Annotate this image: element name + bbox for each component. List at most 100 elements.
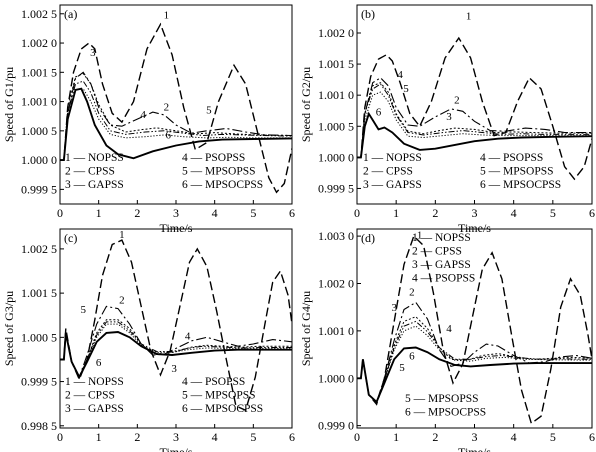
series-line-mpsocpss <box>357 111 592 159</box>
x-axis-label: Time/s <box>458 445 491 452</box>
y-tick-label: 1.002 0 <box>21 36 57 50</box>
y-axis-label: Speed of G3/pu <box>2 291 16 366</box>
curve-number-label: 3 <box>391 302 397 314</box>
legend-entry: 6 — MPSOCPSS <box>405 407 486 419</box>
y-tick-label: 1.001 0 <box>318 88 354 102</box>
y-tick-label: 0.998 5 <box>21 419 57 433</box>
legend-entry: 5 — MPSOPSS <box>480 166 554 178</box>
x-axis-label: Time/s <box>160 221 193 235</box>
curve-number-label: 3 <box>171 363 177 375</box>
y-tick-label: 1.003 0 <box>318 229 354 243</box>
series-line-mpsocpss <box>60 87 292 162</box>
panel-label: (a) <box>64 7 77 21</box>
curve-number-label: 1 <box>417 229 423 241</box>
x-tick-label: 2 <box>432 430 438 444</box>
legend-entry: 1 — NOPSS <box>363 152 422 164</box>
x-tick-label: 1 <box>393 206 399 220</box>
curve-number-label: 4 <box>140 109 146 121</box>
series-line-nopss <box>60 239 292 412</box>
curve-number-label: 2 <box>409 286 415 298</box>
y-tick-label: 1.002 0 <box>318 276 354 290</box>
y-tick-label: 1.000 0 <box>318 371 354 385</box>
curve-number-label: 1 <box>119 229 125 241</box>
x-tick-label: 3 <box>472 206 478 220</box>
series-line-psopss <box>60 80 292 161</box>
curve-number-label: 6 <box>96 357 102 369</box>
panel-label: (d) <box>361 231 375 245</box>
y-tick-label: 1.002 5 <box>21 242 57 256</box>
curve-number-label: 6 <box>409 350 415 362</box>
y-tick-label: 1.000 0 <box>318 150 354 164</box>
y-tick-label: 1.001 0 <box>21 95 57 109</box>
legend-entry: 4 — PSOPSS <box>480 152 543 164</box>
curve-number-label: 4 <box>397 69 403 81</box>
x-tick-label: 3 <box>472 430 478 444</box>
y-tick-label: 0.999 0 <box>318 419 354 433</box>
legend-entry: 1 — NOPSS <box>412 232 471 244</box>
legend-entry: 1 — NOPSS <box>65 152 124 164</box>
series-line-mpsopss <box>357 325 592 403</box>
x-tick-label: 3 <box>173 206 179 220</box>
y-tick-label: 1.000 5 <box>318 119 354 133</box>
x-tick-label: 0 <box>57 206 63 220</box>
legend-entry: 4 — PSOPSS <box>412 273 475 285</box>
legend-entry: 6 — MPSOCPSS <box>480 179 561 191</box>
x-tick-label: 6 <box>289 206 295 220</box>
x-tick-label: 2 <box>134 206 140 220</box>
legend-entry: 3 — GAPSS <box>363 179 422 191</box>
legend-entry: 2 — CPSS <box>65 390 115 402</box>
x-tick-label: 4 <box>511 430 517 444</box>
y-tick-label: 1.002 0 <box>318 26 354 40</box>
legend-entry: 6 — MPSOCPSS <box>182 179 263 191</box>
series-line-cpss <box>357 77 592 158</box>
y-tick-label: 1.001 0 <box>318 324 354 338</box>
y-tick-label: 1.001 5 <box>21 286 57 300</box>
x-tick-label: 6 <box>589 430 595 444</box>
x-tick-label: 3 <box>173 430 179 444</box>
legend-entry: 4 — PSOPSS <box>182 152 245 164</box>
legend-entry: 2 — CPSS <box>363 166 413 178</box>
y-tick-label: 0.999 5 <box>318 181 354 195</box>
legend-entry: 1 — NOPSS <box>65 376 124 388</box>
series-line-gapss <box>357 82 592 158</box>
y-tick-label: 0.999 5 <box>21 182 57 196</box>
curve-number-label: 3 <box>446 111 452 123</box>
y-tick-label: 1.000 5 <box>21 330 57 344</box>
x-tick-label: 2 <box>432 206 438 220</box>
curve-number-label: 6 <box>166 129 172 141</box>
legend-entry: 5 — MPSOPSS <box>405 393 479 405</box>
x-axis-label: Time/s <box>160 445 193 452</box>
x-tick-label: 1 <box>96 430 102 444</box>
x-tick-label: 4 <box>212 430 218 444</box>
panel-a: 0 1 2 3 4 5 6 0.999 5 1.000 0 1.000 5 1.001 0 1.001… <box>2 4 295 235</box>
panel-c: 0 1 2 3 4 5 6 0.998 5 0.999 5 1.000 5 1.001 5 1.002… <box>2 228 295 452</box>
curve-number-label: 5 <box>80 304 86 316</box>
x-axis-label: Time/s <box>458 221 491 235</box>
x-tick-label: 1 <box>96 206 102 220</box>
curve-number-label: 6 <box>376 107 382 119</box>
legend-entry: 4 — PSOPSS <box>182 376 245 388</box>
panel-d: 0 1 2 3 4 5 60.999 01.000 01.001 01.002 01.003… <box>299 228 595 452</box>
y-axis-label: Speed of G1/pu <box>2 67 16 142</box>
series-line-nopss <box>357 36 592 181</box>
curve-number-label: 5 <box>206 104 212 116</box>
x-tick-label: 6 <box>589 206 595 220</box>
legend-entry: 3 — GAPSS <box>65 179 124 191</box>
series-line-cpss <box>60 71 292 161</box>
curve-number-label: 5 <box>399 362 405 374</box>
x-tick-label: 5 <box>550 430 556 444</box>
x-tick-label: 0 <box>57 430 63 444</box>
curve-number-label: 5 <box>403 83 409 95</box>
x-tick-label: 5 <box>250 430 256 444</box>
legend-entry: 5 — MPSOPSS <box>182 390 256 402</box>
y-tick-label: 1.002 5 <box>21 7 57 21</box>
legend-entry: 5 — MPSOPSS <box>182 166 256 178</box>
series-line-mpsopss <box>357 91 592 158</box>
curve-number-label: 4 <box>446 323 452 335</box>
series-line-psopss <box>60 321 292 379</box>
series-line-nopss <box>60 22 292 194</box>
legend-entry: 6 — MPSOCPSS <box>182 403 263 415</box>
curve-number-label: 1 <box>164 9 170 21</box>
x-tick-label: 0 <box>354 430 360 444</box>
